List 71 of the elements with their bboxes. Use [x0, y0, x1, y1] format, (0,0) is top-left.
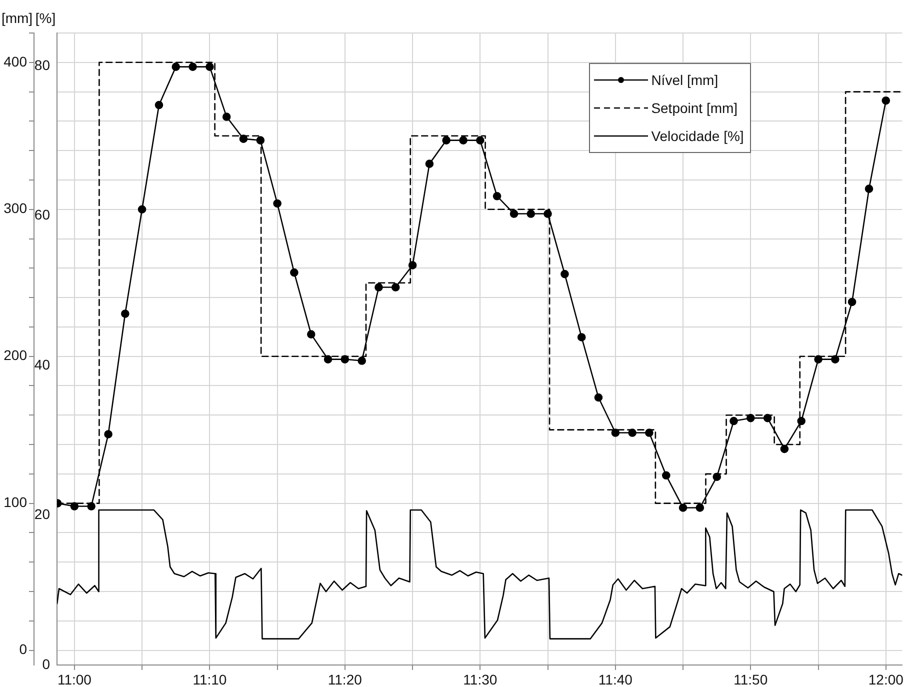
point — [290, 268, 298, 277]
point — [70, 502, 79, 510]
point — [510, 210, 518, 218]
point — [544, 210, 552, 218]
point — [358, 356, 366, 365]
y2-tick-label: 20 — [34, 506, 50, 522]
point — [222, 112, 231, 121]
legend-label: Nível [mm] — [651, 71, 718, 90]
point — [882, 96, 890, 105]
point — [577, 333, 586, 342]
y-tick-label: 300 — [4, 200, 28, 216]
y2-tick-label: 0 — [42, 656, 50, 672]
x-tick-label: 12:00 — [868, 671, 904, 687]
point — [848, 298, 856, 306]
point — [408, 261, 417, 270]
point — [831, 355, 840, 364]
point — [492, 192, 502, 200]
point — [814, 355, 822, 364]
x-tick-label: 11:10 — [192, 671, 227, 687]
point — [340, 355, 350, 364]
point — [864, 184, 874, 193]
point — [391, 283, 400, 292]
y-tick-label: 0 — [19, 641, 28, 658]
point — [696, 504, 704, 512]
point — [459, 136, 468, 144]
point — [306, 330, 316, 338]
point — [256, 136, 265, 144]
point — [662, 471, 670, 480]
point — [206, 62, 214, 71]
y2-tick-label: 60 — [34, 206, 50, 223]
y-axis-title: [mm] — [1, 10, 33, 26]
x-tick-label: 11:20 — [328, 671, 362, 687]
point — [273, 199, 282, 208]
point — [425, 160, 434, 168]
point — [324, 355, 332, 364]
x-tick-label: 11:00 — [57, 671, 92, 687]
point — [526, 210, 536, 218]
point — [780, 444, 789, 454]
point — [645, 428, 654, 437]
point — [476, 136, 484, 144]
point — [746, 414, 755, 422]
point — [797, 416, 806, 426]
legend-label: Velocidade [%] — [651, 127, 744, 146]
y2-tick-label: 40 — [34, 356, 50, 372]
y-tick-label: 200 — [4, 347, 28, 364]
point — [87, 502, 96, 510]
point — [594, 393, 603, 402]
point — [442, 136, 450, 144]
point — [121, 310, 130, 318]
point — [239, 134, 248, 143]
y2-tick-label: 80 — [34, 56, 50, 73]
point — [628, 428, 636, 437]
y-tick-label: 100 — [4, 494, 28, 510]
point — [188, 62, 197, 71]
point — [763, 414, 772, 422]
point — [138, 205, 146, 214]
point — [611, 428, 620, 437]
point — [154, 100, 164, 110]
y2-axis-title: [%] — [35, 10, 56, 26]
point — [374, 283, 383, 292]
y-tick-label: 400 — [4, 53, 28, 70]
point — [712, 472, 722, 482]
point — [560, 270, 569, 278]
point — [172, 62, 180, 71]
point — [730, 416, 738, 426]
point — [678, 504, 688, 512]
x-tick-label: 11:40 — [598, 671, 633, 687]
point — [104, 430, 112, 438]
x-tick-label: 11:50 — [734, 671, 768, 687]
x-tick-label: 11:30 — [463, 671, 498, 687]
legend-label: Setpoint [mm] — [651, 99, 738, 118]
